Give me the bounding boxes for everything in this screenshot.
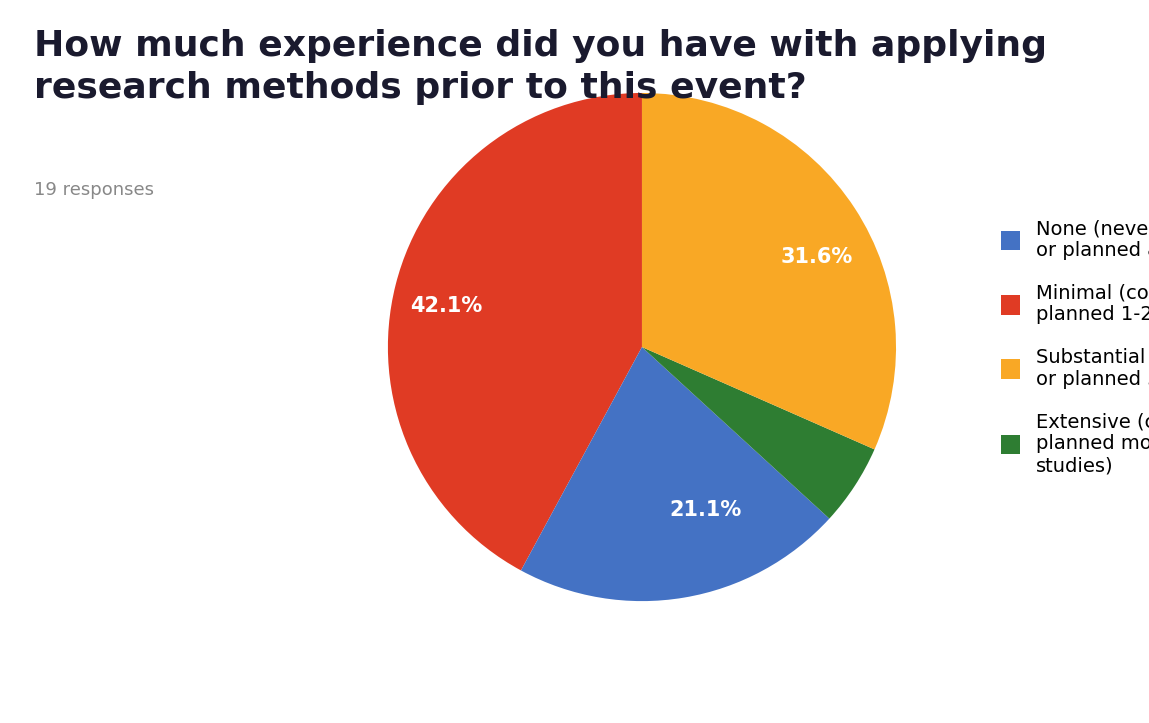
Text: 21.1%: 21.1% (670, 500, 741, 520)
Wedge shape (642, 347, 874, 518)
Legend: None (never conducted and/
or planned a study), Minimal (conducted and/or
planne: None (never conducted and/ or planned a … (1001, 219, 1149, 475)
Text: 19 responses: 19 responses (34, 181, 154, 199)
Wedge shape (388, 93, 642, 570)
Wedge shape (642, 93, 896, 450)
Text: 31.6%: 31.6% (780, 247, 853, 267)
Text: How much experience did you have with applying
research methods prior to this ev: How much experience did you have with ap… (34, 29, 1048, 105)
Text: 42.1%: 42.1% (410, 296, 481, 317)
Wedge shape (520, 347, 830, 601)
